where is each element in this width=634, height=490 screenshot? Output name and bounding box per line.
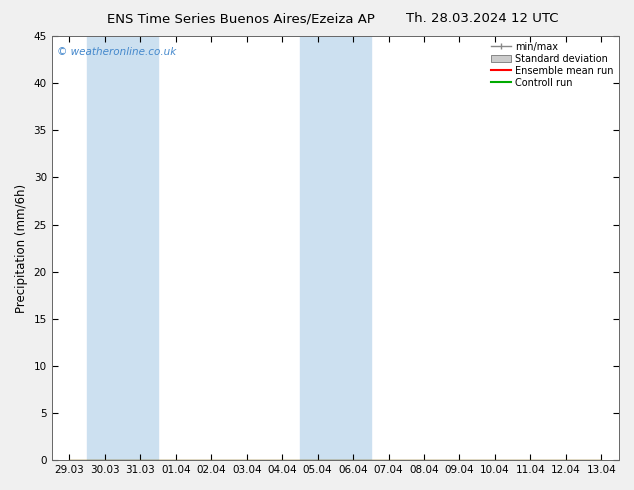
Text: ENS Time Series Buenos Aires/Ezeiza AP: ENS Time Series Buenos Aires/Ezeiza AP: [107, 12, 375, 25]
Text: Th. 28.03.2024 12 UTC: Th. 28.03.2024 12 UTC: [406, 12, 558, 25]
Legend: min/max, Standard deviation, Ensemble mean run, Controll run: min/max, Standard deviation, Ensemble me…: [488, 39, 616, 91]
Y-axis label: Precipitation (mm/6h): Precipitation (mm/6h): [15, 184, 28, 313]
Text: © weatheronline.co.uk: © weatheronline.co.uk: [57, 47, 177, 57]
Bar: [300, 36, 371, 460]
Bar: [87, 36, 158, 460]
